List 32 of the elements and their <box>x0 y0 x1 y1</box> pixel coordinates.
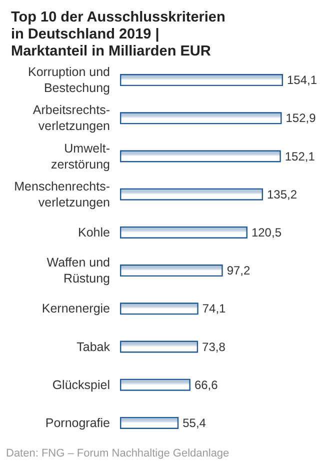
data-label: 73,8 <box>202 340 226 354</box>
bar <box>120 226 248 238</box>
data-label: 135,2 <box>267 187 298 202</box>
chart-title: Top 10 der Ausschlusskriterien in Deutschland 2019 | Marktanteil in Milliarden EUR <box>11 10 230 60</box>
data-label: 152,1 <box>284 149 316 164</box>
y-tick-label: Pornografie <box>45 416 110 430</box>
bar <box>120 112 282 124</box>
data-label: 55,4 <box>182 416 206 430</box>
data-label: 154,1 <box>287 73 318 88</box>
y-tick-label: Kohle <box>78 225 110 240</box>
text: Daten: FNG – Forum Nachhaltige Geldanlage <box>6 448 230 460</box>
y-tick-label: Kernenergie <box>42 302 110 316</box>
data-label: 152,9 <box>286 111 316 126</box>
y-tick-label: Waffen und Rüstung <box>46 256 110 286</box>
y-tick-label: Glückspiel <box>52 378 110 392</box>
y-tick-label: Menschenrechts-verletzungen <box>14 179 110 210</box>
bar <box>120 302 198 315</box>
y-tick-label: Umwelt-zerstörung <box>50 141 110 172</box>
data-label: 97,2 <box>226 264 250 278</box>
data-label: 74,1 <box>202 302 226 316</box>
data-label: 66,6 <box>194 378 218 392</box>
data-label: 120,5 <box>251 225 282 240</box>
bar <box>120 74 283 86</box>
y-tick-label: Arbeitsrechts-verletzungen <box>32 103 110 134</box>
bar <box>120 264 223 277</box>
bar <box>120 340 198 353</box>
y-tick-label: Korruption und Bestechung <box>28 65 110 96</box>
bar <box>120 416 179 429</box>
y-tick-label: Tabak <box>76 340 111 354</box>
bar <box>120 378 190 391</box>
bar <box>120 150 281 162</box>
bar <box>120 188 264 200</box>
